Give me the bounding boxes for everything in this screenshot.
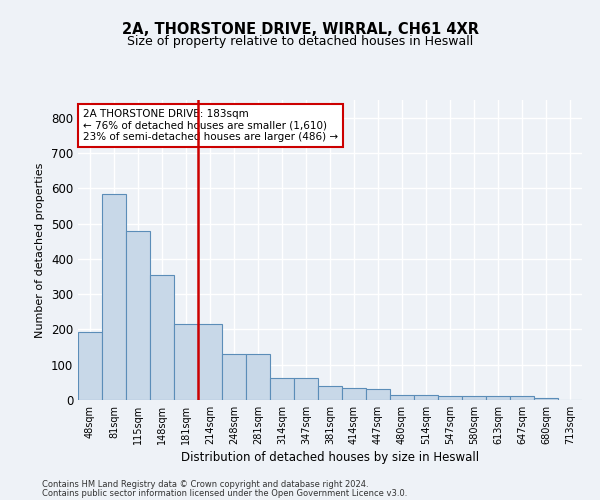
- Bar: [318, 386, 342, 400]
- Bar: [174, 324, 198, 400]
- Bar: [438, 396, 462, 400]
- Bar: [510, 396, 534, 400]
- Bar: [342, 388, 366, 400]
- Text: Contains public sector information licensed under the Open Government Licence v3: Contains public sector information licen…: [42, 488, 407, 498]
- Bar: [222, 354, 246, 400]
- Text: Size of property relative to detached houses in Heswall: Size of property relative to detached ho…: [127, 35, 473, 48]
- Bar: [246, 354, 270, 400]
- Bar: [126, 230, 150, 400]
- Bar: [270, 378, 294, 400]
- Bar: [462, 396, 486, 400]
- Bar: [390, 394, 414, 400]
- Bar: [414, 394, 438, 400]
- Bar: [486, 396, 510, 400]
- Text: Contains HM Land Registry data © Crown copyright and database right 2024.: Contains HM Land Registry data © Crown c…: [42, 480, 368, 489]
- Y-axis label: Number of detached properties: Number of detached properties: [35, 162, 46, 338]
- Bar: [198, 324, 222, 400]
- Text: 2A THORSTONE DRIVE: 183sqm
← 76% of detached houses are smaller (1,610)
23% of s: 2A THORSTONE DRIVE: 183sqm ← 76% of deta…: [83, 109, 338, 142]
- Bar: [534, 398, 558, 400]
- X-axis label: Distribution of detached houses by size in Heswall: Distribution of detached houses by size …: [181, 451, 479, 464]
- Bar: [294, 378, 318, 400]
- Bar: [366, 390, 390, 400]
- Bar: [150, 276, 174, 400]
- Text: 2A, THORSTONE DRIVE, WIRRAL, CH61 4XR: 2A, THORSTONE DRIVE, WIRRAL, CH61 4XR: [121, 22, 479, 38]
- Bar: [78, 332, 102, 400]
- Bar: [102, 194, 126, 400]
